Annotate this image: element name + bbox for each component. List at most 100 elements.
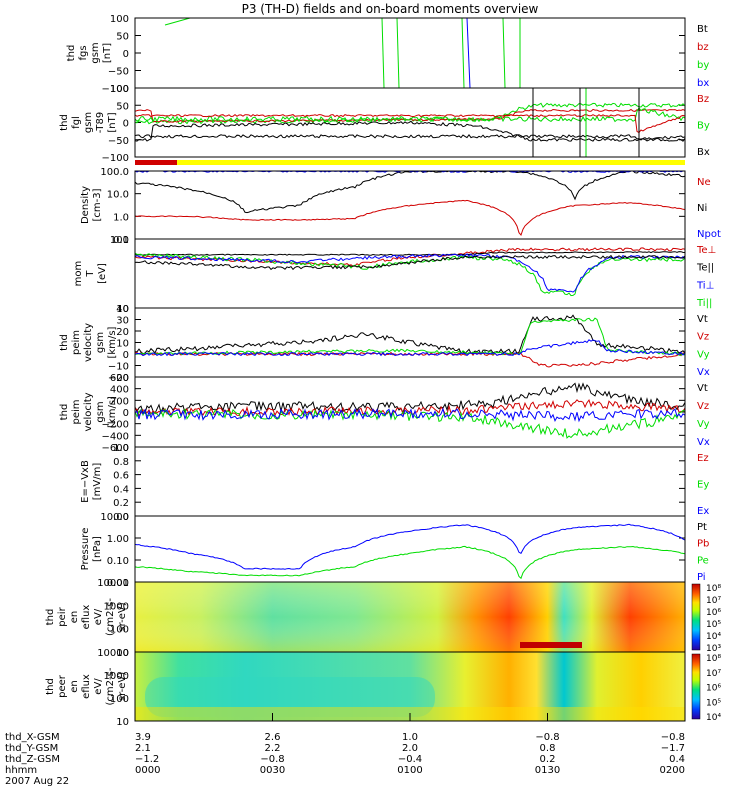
x-tick-label: 2.0 xyxy=(402,743,418,754)
y-tick-label: 50 xyxy=(116,32,129,43)
panel-frame xyxy=(134,307,686,378)
legend-label: Bt xyxy=(697,24,708,35)
x-tick-label: 2.6 xyxy=(265,732,281,743)
series-Vx xyxy=(134,339,686,357)
legend-label: Vz xyxy=(697,332,709,343)
colorbar-label: 10⁷ xyxy=(706,596,721,606)
status-bar-yellow xyxy=(177,160,685,165)
panel-ylabel: gsm xyxy=(95,332,106,353)
legend-label: Bx xyxy=(697,147,710,158)
series-Ti-perp xyxy=(134,253,686,293)
y-tick-label: 40 xyxy=(116,304,129,315)
colorbar-label: 10⁵ xyxy=(706,620,721,630)
legend-label: by xyxy=(697,60,709,71)
legend-label: Ex xyxy=(697,506,709,517)
series-Bx xyxy=(134,120,686,142)
series-Vt xyxy=(134,382,686,415)
x-tick-label: 0030 xyxy=(260,765,285,776)
panel-ylabel: thd xyxy=(45,609,56,626)
y-tick-label: 600 xyxy=(110,373,129,384)
figure-title: P3 (TH-D) fields and on-board moments ov… xyxy=(242,2,539,16)
legend-label: Bz xyxy=(697,94,709,105)
x-tick-label: 1.0 xyxy=(402,732,418,743)
panel-ylabel: sr-eV) xyxy=(117,602,128,631)
y-tick-label: 20 xyxy=(116,327,129,338)
panel-ylabel: thd xyxy=(59,114,70,131)
panel-frame xyxy=(134,238,686,309)
y-tick-label: 10 xyxy=(116,648,129,659)
series-spike xyxy=(396,17,400,89)
panel-ylabel: T xyxy=(85,270,96,278)
y-tick-label: −400 xyxy=(102,431,129,442)
panel-ylabel: [eV] xyxy=(97,263,108,284)
panel-ylabel: peir xyxy=(57,606,68,626)
legend-label: Vt xyxy=(697,314,708,325)
panel-ylabel: [nT] xyxy=(107,112,118,132)
y-tick-label: −50 xyxy=(108,136,129,147)
y-tick-label: 100 xyxy=(110,84,129,95)
series-Pi xyxy=(134,523,686,570)
y-tick-label: 0.10 xyxy=(107,556,129,567)
y-tick-label: 10000 xyxy=(97,578,129,589)
y-tick-label: 10 xyxy=(116,717,129,728)
y-tick-label: 10 xyxy=(116,304,129,315)
series-Pe xyxy=(134,545,686,580)
legend-label: Npot xyxy=(697,229,721,240)
series-Vy xyxy=(134,317,686,356)
y-tick-label: −200 xyxy=(102,420,129,431)
x-tick-label: −0.8 xyxy=(661,732,685,743)
electron-spectrogram-core xyxy=(145,677,435,717)
legend-label: Pb xyxy=(697,539,709,550)
x-tick-label: 0.8 xyxy=(540,743,556,754)
panel-ylabel: thd xyxy=(45,678,56,695)
y-tick-label: 400 xyxy=(110,385,129,396)
x-tick-label: −0.8 xyxy=(260,754,284,765)
xaxis-row-label: thd_X-GSM xyxy=(5,732,60,743)
panel-frame xyxy=(134,87,686,158)
legend-label: Vt xyxy=(697,383,708,394)
x-tick-label: 0.4 xyxy=(669,754,685,765)
colorbar-label: 10⁸ xyxy=(706,654,721,664)
y-tick-label: 0.1 xyxy=(113,235,129,246)
series-spike xyxy=(461,17,465,89)
status-bar-red xyxy=(135,160,177,165)
panel-ylabel: gsm xyxy=(90,42,101,63)
panel-ylabel: thd xyxy=(66,45,77,62)
x-axis-labels: thd_X-GSM thd_Y-GSM thd_Z-GSM hhmm 2007 … xyxy=(5,732,69,787)
panel-ylabel: -T89 xyxy=(95,112,106,134)
panel-ylabel: en xyxy=(69,680,80,693)
legend-label: Pe xyxy=(697,555,709,566)
series-Te-par xyxy=(134,251,686,256)
y-tick-label: −600 xyxy=(102,443,129,454)
panel-ylabel: sr-eV) xyxy=(117,672,128,701)
series-Vy xyxy=(134,408,686,439)
panel-ylabel: en xyxy=(69,611,80,624)
series-Bx xyxy=(134,133,686,141)
series-Ne xyxy=(134,199,686,236)
legend-label: Vz xyxy=(697,401,709,412)
colorbar xyxy=(691,583,701,651)
panel-ylabel: eV/ xyxy=(93,678,104,695)
series-Ti-par xyxy=(134,252,686,297)
panel-ylabel: (cm2-s- xyxy=(105,598,116,636)
colorbar-label: 10⁵ xyxy=(706,698,721,708)
y-tick-label: −50 xyxy=(108,67,129,78)
y-tick-label: −20 xyxy=(108,373,129,384)
panel-ylabel: Pressure xyxy=(80,528,91,571)
x-tick-label: −1.2 xyxy=(135,754,159,765)
legend-label: bz xyxy=(697,42,709,53)
panel-frame xyxy=(134,446,686,517)
y-tick-label: 0 xyxy=(123,119,129,130)
panel-ylabel: E=−VxB xyxy=(80,460,91,503)
colorbar-label: 10⁶ xyxy=(706,684,721,694)
y-tick-label: 0.0 xyxy=(113,512,129,523)
panel-ylabel: thd xyxy=(59,404,70,421)
y-tick-label: −10 xyxy=(108,362,129,373)
legend-label: Ni xyxy=(697,203,707,214)
x-tick-label: 0.2 xyxy=(540,754,556,765)
x-tick-label: −0.4 xyxy=(398,754,422,765)
x-tick-label: 0130 xyxy=(535,765,560,776)
y-tick-label: 1.00 xyxy=(107,534,129,545)
panel-ylabel: gsm xyxy=(95,401,106,422)
y-tick-label: 100 xyxy=(110,235,129,246)
